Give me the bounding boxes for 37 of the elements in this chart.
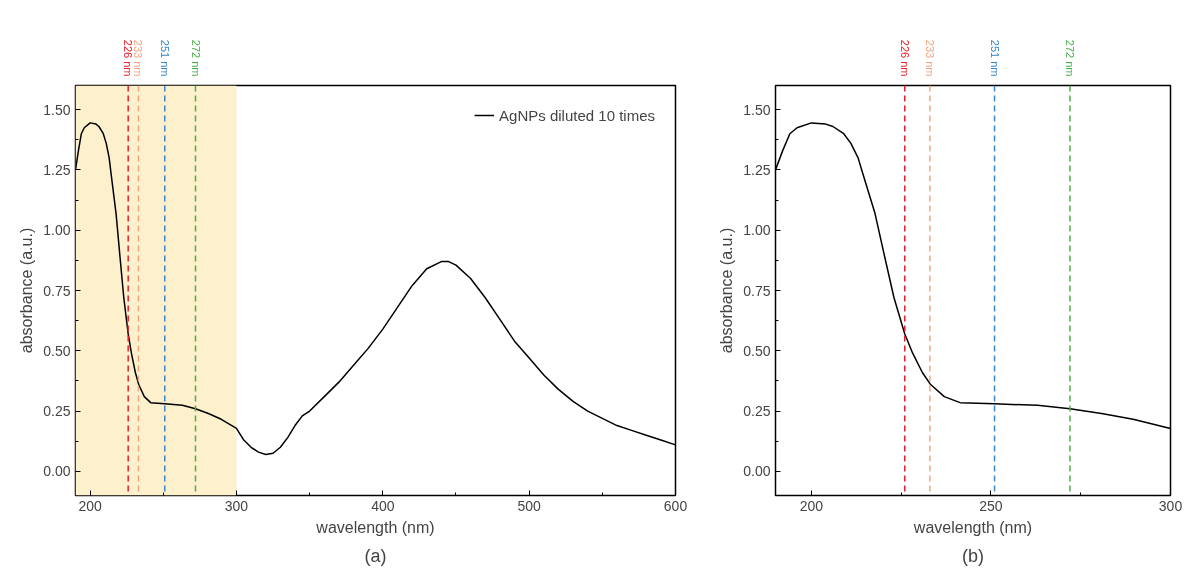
x-tick-label: 300 [224,497,249,514]
y-tick-label: 0.75 [43,282,71,299]
text: (b) [962,545,984,566]
y-tick-label: 0.25 [43,403,71,420]
x-axis-title: wavelength (nm) [315,518,435,536]
ref-line-label: 226 nm [122,39,135,77]
y-tick-label: 0.25 [743,403,771,420]
x-tick-label: 200 [78,497,103,514]
ref-line-label: 233 nm [923,39,936,77]
x-tick-label: 300 [1158,497,1183,514]
y-tick-label: 1.25 [43,161,71,178]
y-tick-label: 1.00 [43,222,71,239]
x-tick-label: 600 [663,497,688,514]
y-tick-label: 0.00 [43,463,71,480]
y-axis-title: absorbance (a.u.) [718,227,736,354]
y-tick-label: 0.75 [743,282,771,299]
ref-line-label: 251 nm [988,39,1001,77]
y-tick-label: 1.25 [743,161,771,178]
text: (a) [364,545,387,566]
y-tick-label: 1.00 [743,222,771,239]
x-tick-label: 500 [517,497,542,514]
x-tick-label: 200 [799,497,824,514]
ref-line-label: 233 nm [132,39,145,77]
y-tick-label: 0.50 [43,342,71,359]
ref-line-label: 272 nm [1063,39,1076,77]
ref-line-label: 251 nm [158,39,171,77]
x-axis-title: wavelength (nm) [912,518,1033,536]
legend-label: AgNPs diluted 10 times [499,106,655,124]
x-tick-label: 250 [979,497,1003,514]
y-tick-label: 0.50 [743,342,771,359]
y-tick-label: 1.50 [43,101,71,118]
x-tick-label: 400 [371,497,395,514]
y-tick-label: 0.00 [743,463,771,480]
ref-line-label: 272 nm [189,39,202,77]
y-axis-title: absorbance (a.u.) [18,227,36,354]
y-tick-label: 1.50 [743,101,771,118]
ref-line-label: 226 nm [898,39,911,77]
